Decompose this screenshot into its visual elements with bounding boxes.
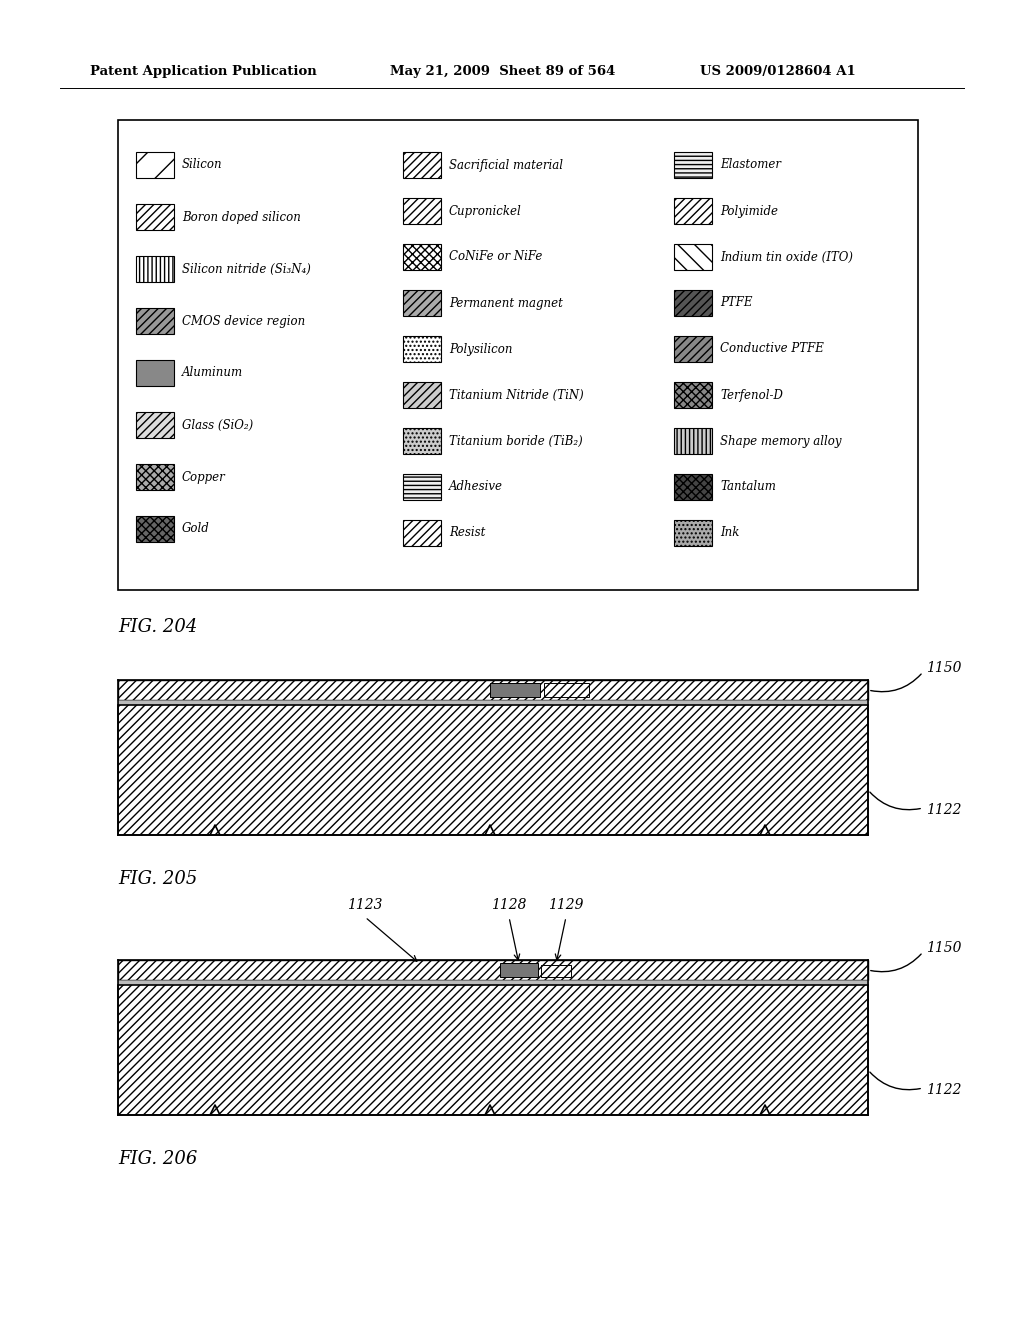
Bar — [674, 198, 712, 224]
Text: Gold: Gold — [182, 523, 210, 536]
Bar — [674, 337, 712, 362]
Text: Tantalum: Tantalum — [720, 480, 776, 494]
Text: Glass (SiO₂): Glass (SiO₂) — [182, 418, 253, 432]
Bar — [136, 256, 174, 282]
Text: Cupronickel: Cupronickel — [449, 205, 522, 218]
Bar — [403, 381, 441, 408]
Bar — [118, 705, 868, 836]
Text: Adhesive: Adhesive — [449, 480, 503, 494]
Bar — [136, 516, 174, 543]
Bar — [136, 465, 174, 490]
Bar — [403, 474, 441, 500]
Bar — [403, 520, 441, 546]
Text: FIG. 206: FIG. 206 — [118, 1150, 198, 1168]
Bar — [118, 680, 868, 700]
Bar — [403, 244, 441, 271]
Text: FIG. 204: FIG. 204 — [118, 618, 198, 636]
Bar — [403, 428, 441, 454]
Bar — [674, 474, 712, 500]
Text: Polysilicon: Polysilicon — [449, 342, 512, 355]
Text: Boron doped silicon: Boron doped silicon — [182, 210, 301, 223]
Bar — [136, 205, 174, 230]
Text: Permanent magnet: Permanent magnet — [449, 297, 563, 309]
Text: 1122: 1122 — [926, 803, 962, 817]
Bar — [674, 152, 712, 178]
Bar — [544, 682, 589, 697]
Text: CMOS device region: CMOS device region — [182, 314, 305, 327]
Text: US 2009/0128604 A1: US 2009/0128604 A1 — [700, 66, 856, 78]
Text: Copper: Copper — [182, 470, 225, 483]
Text: Silicon: Silicon — [182, 158, 222, 172]
Text: FIG. 205: FIG. 205 — [118, 870, 198, 888]
Text: 1150: 1150 — [926, 661, 962, 675]
Text: Shape memory alloy: Shape memory alloy — [720, 434, 842, 447]
Text: May 21, 2009  Sheet 89 of 564: May 21, 2009 Sheet 89 of 564 — [390, 66, 615, 78]
Bar — [541, 965, 571, 977]
Bar — [136, 152, 174, 178]
Text: 1122: 1122 — [926, 1082, 962, 1097]
Text: 1128: 1128 — [492, 898, 526, 912]
Text: Ink: Ink — [720, 527, 739, 540]
Text: CoNiFe or NiFe: CoNiFe or NiFe — [449, 251, 543, 264]
Text: Patent Application Publication: Patent Application Publication — [90, 66, 316, 78]
Text: 1150: 1150 — [926, 941, 962, 954]
Text: Terfenol-D: Terfenol-D — [720, 388, 783, 401]
Bar — [490, 682, 540, 697]
Text: Conductive PTFE: Conductive PTFE — [720, 342, 824, 355]
Bar — [136, 308, 174, 334]
Bar — [118, 960, 868, 979]
Bar — [118, 700, 868, 705]
Bar — [674, 290, 712, 315]
Text: Titanium boride (TiB₂): Titanium boride (TiB₂) — [449, 434, 583, 447]
Bar — [674, 520, 712, 546]
Bar — [136, 360, 174, 385]
Text: Aluminum: Aluminum — [182, 367, 243, 380]
Bar — [674, 244, 712, 271]
Bar — [403, 337, 441, 362]
Text: PTFE: PTFE — [720, 297, 753, 309]
Text: Titanium Nitride (TiN): Titanium Nitride (TiN) — [449, 388, 584, 401]
Text: 1129: 1129 — [548, 898, 584, 912]
Text: Resist: Resist — [449, 527, 485, 540]
Bar — [118, 985, 868, 1115]
Bar — [136, 412, 174, 438]
Text: Sacrificial material: Sacrificial material — [449, 158, 563, 172]
Bar — [403, 198, 441, 224]
Bar — [403, 290, 441, 315]
Bar — [674, 428, 712, 454]
Bar — [118, 979, 868, 985]
Text: 1123: 1123 — [347, 898, 383, 912]
Text: Elastomer: Elastomer — [720, 158, 781, 172]
Bar — [118, 120, 918, 590]
Text: Indium tin oxide (ITO): Indium tin oxide (ITO) — [720, 251, 853, 264]
Bar — [674, 381, 712, 408]
Text: Polyimide: Polyimide — [720, 205, 778, 218]
Text: Silicon nitride (Si₃N₄): Silicon nitride (Si₃N₄) — [182, 263, 311, 276]
Bar — [403, 152, 441, 178]
Bar — [500, 964, 538, 977]
